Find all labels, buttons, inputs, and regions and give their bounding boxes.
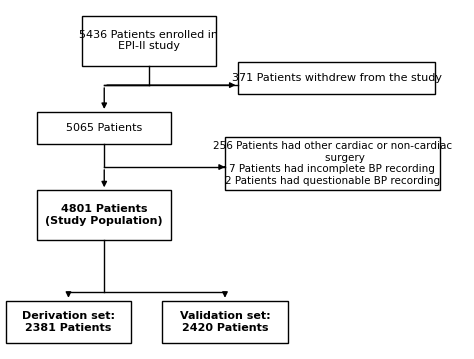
FancyBboxPatch shape (6, 300, 131, 343)
Text: 4801 Patients
(Study Population): 4801 Patients (Study Population) (46, 204, 163, 226)
Text: 5436 Patients enrolled in
EPI-II study: 5436 Patients enrolled in EPI-II study (80, 30, 219, 51)
Text: 256 Patients had other cardiac or non-cardiac
        surgery
7 Patients had inc: 256 Patients had other cardiac or non-ca… (213, 141, 452, 186)
FancyBboxPatch shape (37, 190, 171, 240)
Text: 5065 Patients: 5065 Patients (66, 123, 142, 133)
FancyBboxPatch shape (225, 137, 439, 190)
FancyBboxPatch shape (238, 62, 435, 94)
FancyBboxPatch shape (82, 16, 216, 65)
Text: Derivation set:
2381 Patients: Derivation set: 2381 Patients (22, 311, 115, 333)
FancyBboxPatch shape (163, 300, 288, 343)
FancyBboxPatch shape (37, 112, 171, 144)
Text: Validation set:
2420 Patients: Validation set: 2420 Patients (180, 311, 270, 333)
Text: 371 Patients withdrew from the study: 371 Patients withdrew from the study (232, 73, 442, 83)
